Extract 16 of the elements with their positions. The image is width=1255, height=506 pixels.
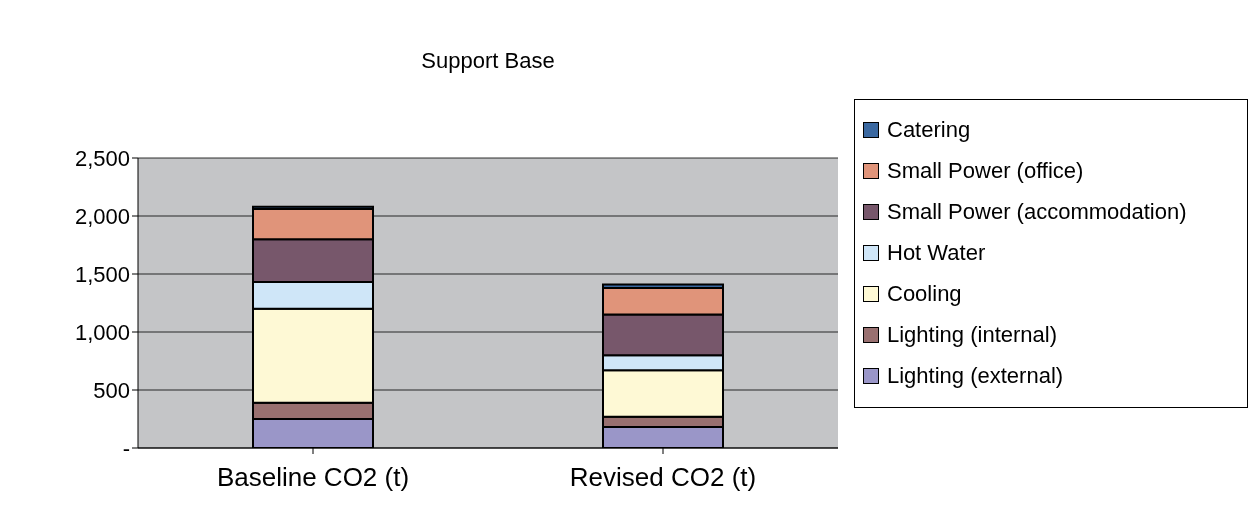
legend-label: Lighting (external) [887, 363, 1064, 389]
y-tick-label: 2,500 [74, 145, 130, 171]
x-tick-label: Baseline CO2 (t) [216, 462, 410, 493]
y-tick-label: 1,000 [74, 319, 130, 345]
legend-label: Hot Water [887, 240, 986, 266]
legend-label: Catering [887, 117, 971, 143]
y-tick-label: 500 [93, 377, 130, 403]
legend-label: Cooling [887, 281, 962, 307]
y-tick-label: 2,000 [74, 203, 130, 229]
x-tick-label: Revised CO2 (t) [569, 462, 757, 493]
legend-label: Lighting (internal) [887, 322, 1057, 348]
chart-title: Support Base [420, 48, 556, 74]
y-tick-label: 1,500 [74, 261, 130, 287]
y-tick-label: - [122, 435, 130, 461]
legend-label: Small Power (accommodation) [887, 199, 1187, 225]
legend-label: Small Power (office) [887, 158, 1084, 184]
